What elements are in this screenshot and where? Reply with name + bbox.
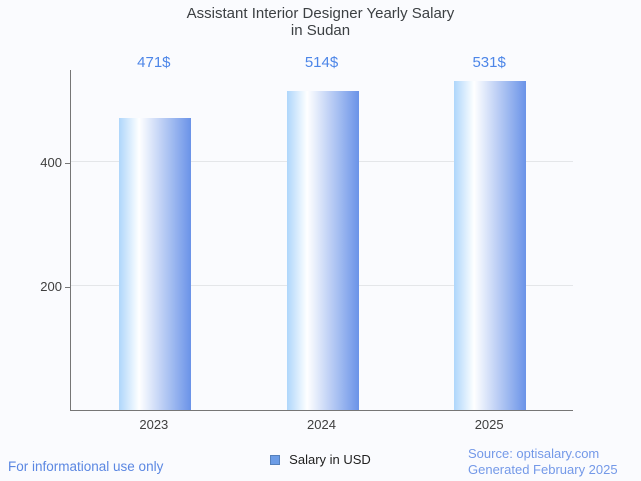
bar-2024 (286, 91, 359, 410)
generated-line: Generated February 2025 (468, 461, 618, 477)
bar-value-label: 531$ (472, 54, 506, 71)
source-line: Source: optisalary.com (468, 446, 600, 461)
disclaimer-text: For informational use only (8, 459, 164, 474)
bar-2025 (454, 80, 527, 410)
y-axis-label: 400 (40, 155, 62, 170)
y-axis-tick (65, 287, 70, 288)
bar-2023 (118, 117, 191, 410)
chart-title-line2: in Sudan (290, 22, 351, 39)
plot-area (70, 70, 573, 411)
source-attribution: Source: optisalary.com Generated Februar… (468, 446, 618, 477)
bar-value-label: 514$ (304, 54, 339, 71)
x-axis-label: 2025 (474, 417, 504, 432)
y-axis-tick (65, 163, 70, 164)
square-icon (270, 454, 281, 465)
y-axis-label: 200 (40, 279, 62, 294)
legend-label: Salary in USD (289, 452, 371, 467)
x-axis-label: 2024 (307, 417, 336, 432)
x-axis-label: 2023 (139, 417, 169, 432)
legend: Salary in USD (0, 452, 641, 467)
bar-value-label: 471$ (137, 54, 171, 71)
chart-title: Assistant Interior Designer Yearly Salar… (0, 5, 641, 39)
chart-title-line1: Assistant Interior Designer Yearly Salar… (186, 5, 455, 22)
